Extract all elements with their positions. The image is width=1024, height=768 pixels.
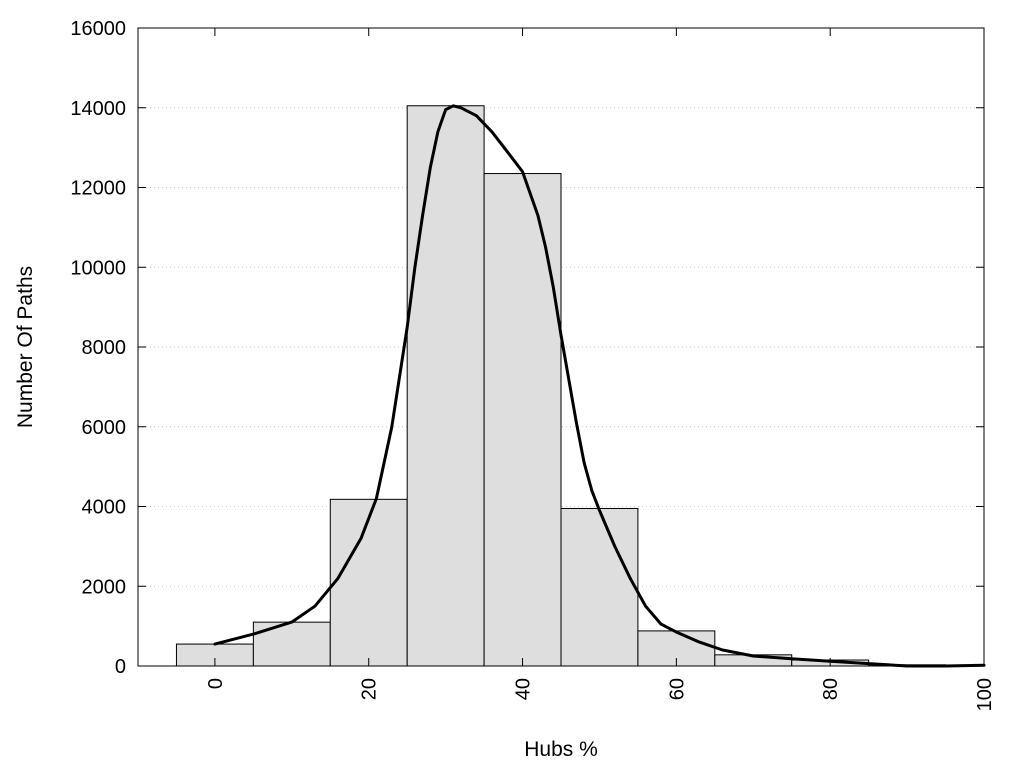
bar-5 bbox=[560, 507, 639, 667]
grid-lines bbox=[138, 107, 984, 587]
x-tick-label-4: 80 bbox=[820, 678, 842, 700]
x-tick-label-1: 20 bbox=[359, 678, 381, 700]
bar-4 bbox=[483, 173, 562, 667]
y-tick-label-5: 10000 bbox=[70, 257, 126, 279]
y-tick-label-7: 14000 bbox=[70, 98, 126, 120]
y-tick-label-3: 6000 bbox=[82, 417, 127, 439]
density-curve-layer bbox=[213, 104, 986, 668]
bar-3 bbox=[406, 105, 485, 667]
density-curve bbox=[213, 104, 986, 668]
y-tick-label-8: 16000 bbox=[70, 18, 126, 40]
x-axis-title: Hubs % bbox=[524, 738, 598, 761]
y-tick-label-4: 8000 bbox=[82, 337, 127, 359]
histogram-bars bbox=[175, 105, 947, 667]
y-tick-label-2: 4000 bbox=[82, 497, 127, 519]
x-tick-label-0: 0 bbox=[205, 678, 227, 689]
x-axis-ticks: 0 20 40 60 80 100 bbox=[205, 28, 996, 711]
bar-2 bbox=[329, 498, 408, 667]
bar-1 bbox=[252, 621, 331, 667]
x-tick-label-3: 60 bbox=[666, 678, 688, 700]
y-tick-label-1: 2000 bbox=[82, 576, 127, 598]
y-axis-ticks: 0 2000 4000 6000 8000 10000 12000 14000 16000 bbox=[70, 18, 984, 678]
y-axis-title: Number Of Paths bbox=[14, 266, 37, 428]
x-tick-label-5: 100 bbox=[974, 678, 996, 711]
y-tick-label-6: 12000 bbox=[70, 178, 126, 200]
x-tick-label-2: 40 bbox=[513, 678, 535, 700]
y-tick-label-0: 0 bbox=[115, 656, 126, 678]
